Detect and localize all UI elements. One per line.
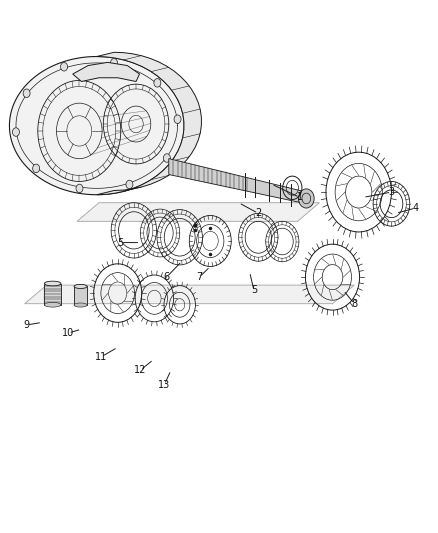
- Circle shape: [23, 89, 30, 98]
- Circle shape: [60, 62, 67, 71]
- Polygon shape: [10, 56, 184, 195]
- Text: 12: 12: [134, 365, 147, 375]
- Text: 6: 6: [163, 272, 170, 282]
- Polygon shape: [97, 52, 201, 195]
- Text: 10: 10: [62, 328, 74, 338]
- Text: 8: 8: [351, 298, 357, 309]
- Polygon shape: [169, 159, 306, 204]
- Text: 4: 4: [413, 203, 419, 213]
- Text: 3: 3: [389, 187, 395, 197]
- Circle shape: [76, 184, 83, 192]
- Polygon shape: [74, 286, 87, 305]
- Text: 2: 2: [255, 208, 261, 219]
- Circle shape: [163, 154, 170, 162]
- Circle shape: [174, 115, 181, 124]
- Circle shape: [154, 78, 161, 87]
- Ellipse shape: [74, 303, 87, 307]
- Ellipse shape: [44, 302, 61, 307]
- Polygon shape: [25, 285, 354, 304]
- Polygon shape: [73, 62, 140, 82]
- Text: 7: 7: [196, 272, 202, 282]
- Circle shape: [298, 189, 314, 208]
- Circle shape: [12, 128, 19, 136]
- Text: 13: 13: [158, 379, 170, 390]
- Polygon shape: [77, 203, 319, 221]
- Ellipse shape: [44, 281, 61, 286]
- Text: 5: 5: [118, 238, 124, 247]
- Text: 1: 1: [297, 192, 303, 203]
- Circle shape: [110, 59, 117, 67]
- Text: 5: 5: [251, 286, 257, 295]
- Circle shape: [33, 164, 39, 173]
- Text: 9: 9: [24, 320, 30, 330]
- Ellipse shape: [74, 285, 87, 288]
- Polygon shape: [44, 284, 61, 305]
- Circle shape: [126, 180, 133, 189]
- Text: 11: 11: [95, 352, 107, 362]
